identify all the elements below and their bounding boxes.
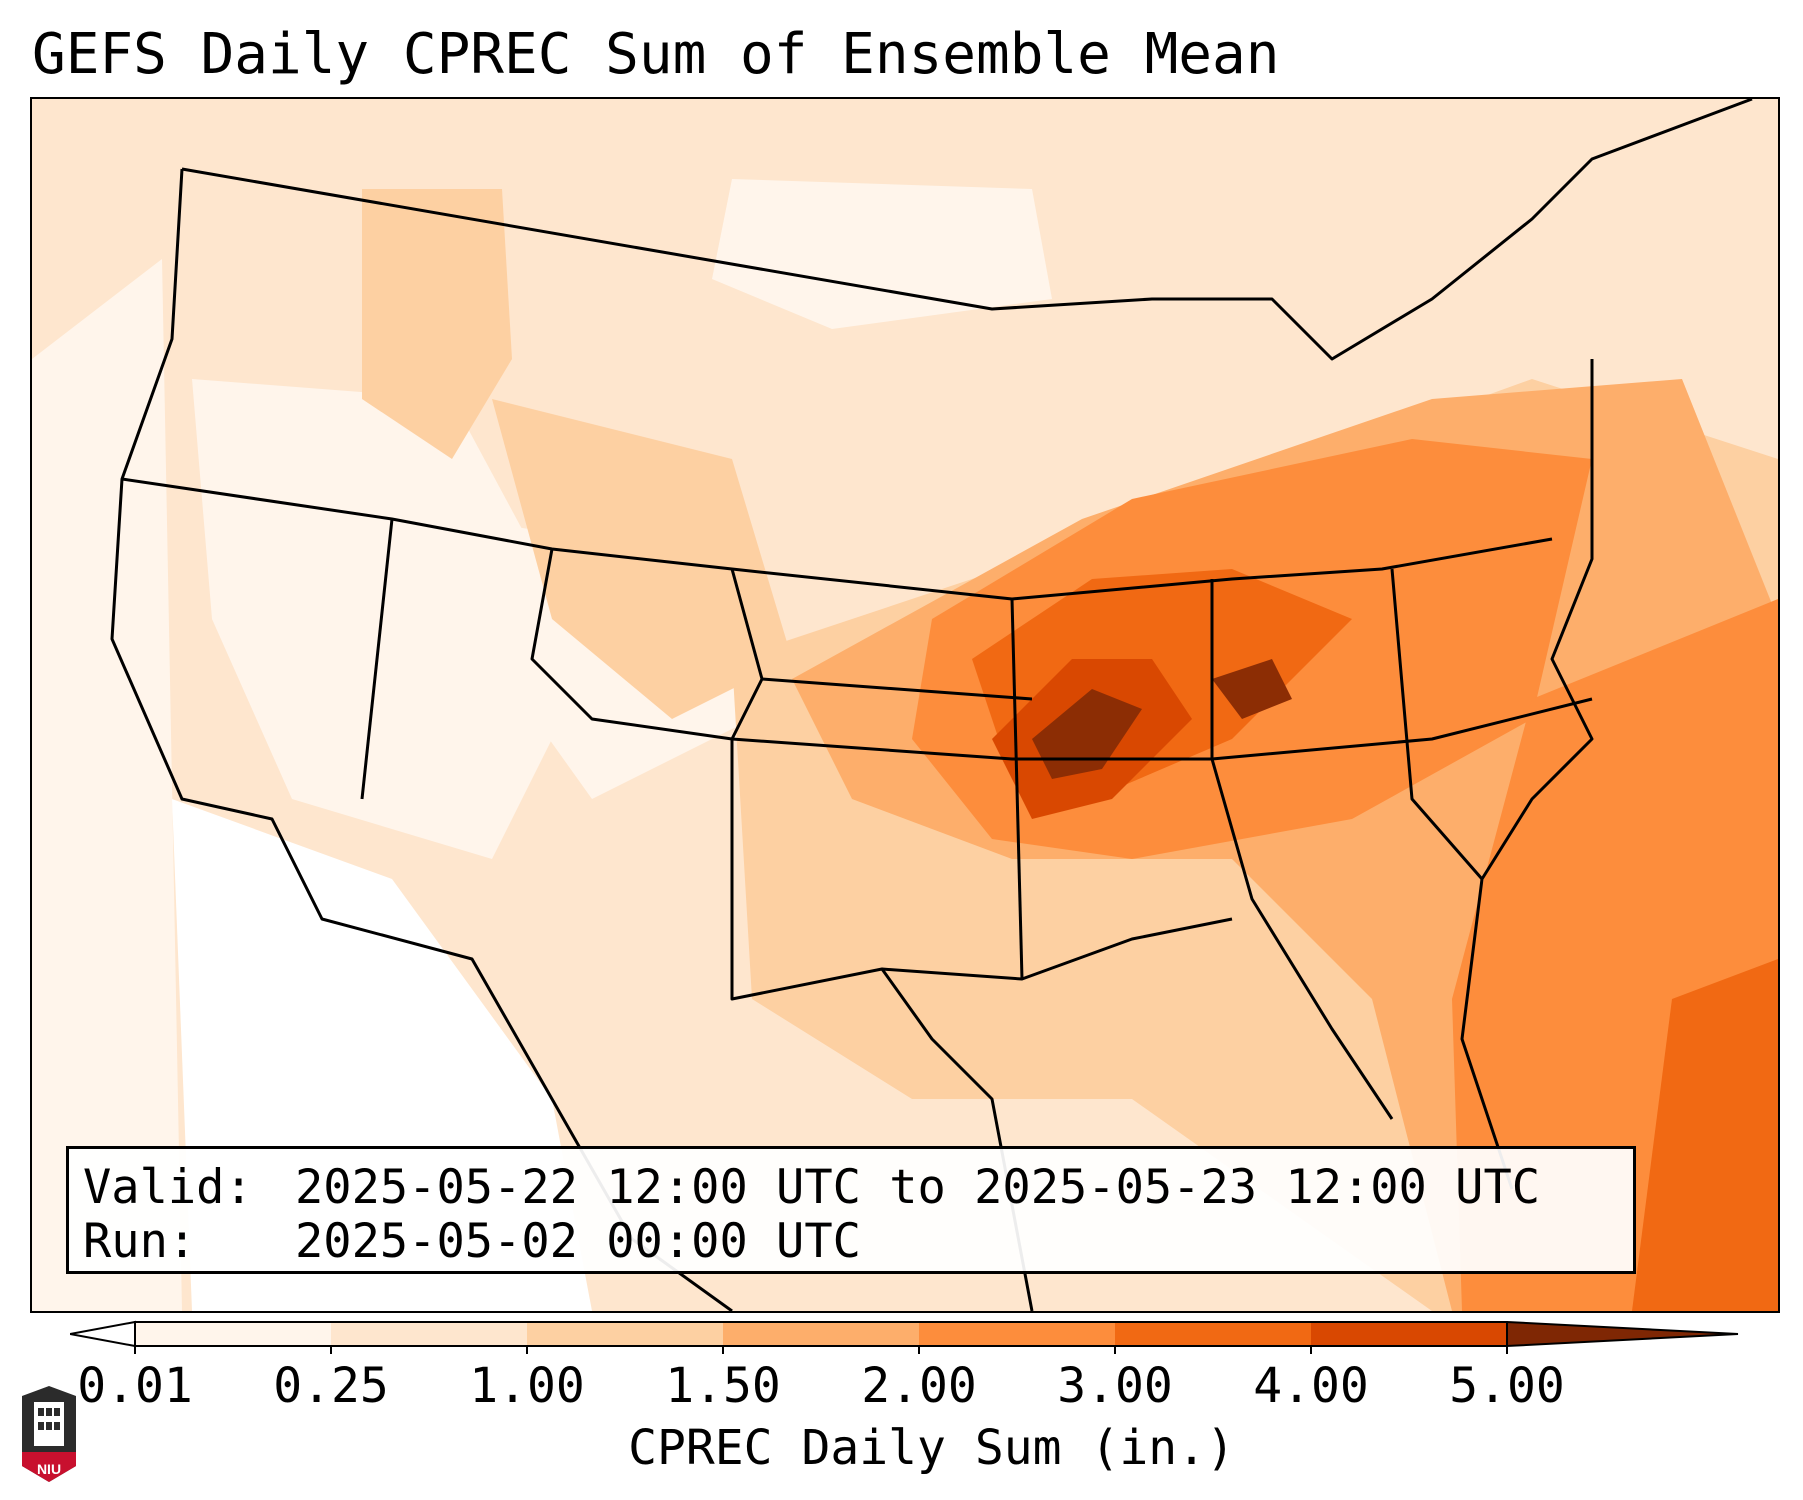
state-boundaries (110, 99, 1753, 1311)
colorbar-segment (527, 1322, 724, 1346)
field-c1 (192, 379, 592, 859)
colorbar-tick-label: 0.01 (77, 1358, 193, 1414)
colorbar-segment (919, 1322, 1116, 1346)
run-row: Run: 2025-05-02 00:00 UTC (83, 1215, 1633, 1269)
colorbar-segment (723, 1322, 920, 1346)
colorbar-segment (135, 1322, 332, 1346)
colorbar-tick-label: 1.50 (665, 1358, 781, 1414)
colorbar-svg (70, 1320, 1739, 1354)
colorbar (70, 1314, 1740, 1354)
run-label: Run: (83, 1214, 197, 1269)
valid-value: 2025-05-22 12:00 UTC to 2025-05-23 12:00… (295, 1160, 1541, 1215)
colorbar-segment (1115, 1322, 1312, 1346)
colorbar-tick-label: 1.00 (469, 1358, 585, 1414)
colorbar-over-extension (1506, 1320, 1739, 1348)
field-c6 (1632, 959, 1778, 1311)
valid-row: Valid: 2025-05-22 12:00 UTC to 2025-05-23… (83, 1161, 1633, 1215)
field-c8 (1032, 689, 1142, 779)
colorbar-tick-label: 0.25 (273, 1358, 389, 1414)
colorbar-segment (331, 1322, 528, 1346)
colorbar-under-extension (70, 1320, 136, 1348)
colorbar-label: CPREC Daily Sum (in.) (628, 1420, 1235, 1476)
map-panel (30, 97, 1780, 1313)
colorbar-tick-label: 5.00 (1449, 1358, 1565, 1414)
colorbar-border (134, 1321, 1508, 1347)
colorbar-tick-label: 4.00 (1253, 1358, 1369, 1414)
logo-text: NIU (37, 1461, 61, 1477)
run-value: 2025-05-02 00:00 UTC (295, 1214, 861, 1269)
field-c1 (32, 259, 182, 1311)
field-c3 (362, 189, 512, 459)
valid-label: Valid: (83, 1160, 253, 1215)
field-c1 (712, 179, 1052, 329)
colorbar-tick-label: 3.00 (1057, 1358, 1173, 1414)
valid-info-box: Valid: 2025-05-22 12:00 UTC to 2025-05-23… (66, 1146, 1636, 1274)
field-c8 (1212, 659, 1292, 719)
niu-tower-logo-icon: NIU (22, 1386, 76, 1482)
precipitation-map (32, 99, 1778, 1311)
colorbar-segment (1311, 1322, 1508, 1346)
colorbar-tick-label: 2.00 (861, 1358, 977, 1414)
map-title: GEFS Daily CPREC Sum of Ensemble Mean (32, 22, 1280, 87)
